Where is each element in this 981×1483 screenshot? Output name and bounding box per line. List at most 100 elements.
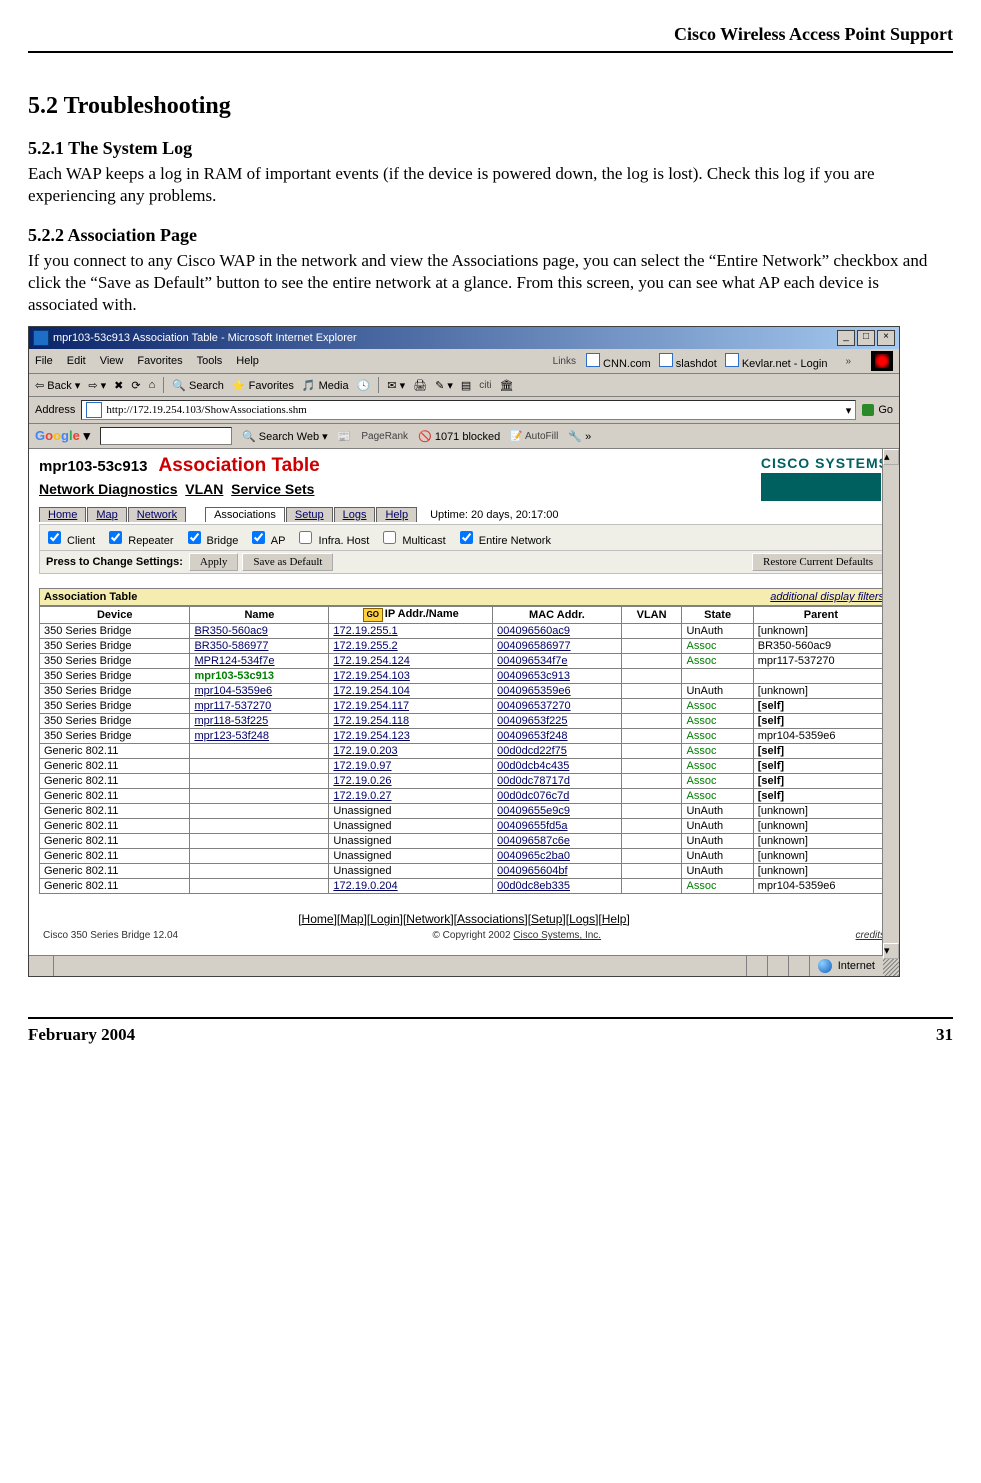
vertical-scrollbar[interactable]: ▴ ▾ — [882, 449, 899, 955]
tab-setup[interactable]: Setup — [286, 507, 333, 522]
tab-home[interactable]: Home — [39, 507, 86, 522]
close-button[interactable]: × — [877, 330, 895, 346]
google-search-input[interactable] — [100, 427, 232, 445]
forward-button[interactable]: ⇨ ▾ — [88, 379, 106, 392]
search-button[interactable]: 🔍 Search — [172, 379, 224, 392]
go-button[interactable]: Go — [862, 404, 893, 416]
check-entirenetwork[interactable]: Entire Network — [456, 535, 551, 547]
internet-zone-label: Internet — [838, 960, 875, 972]
apply-button[interactable]: Apply — [189, 553, 239, 571]
footer-link[interactable]: Home — [302, 912, 334, 926]
google-options[interactable]: 🔧 » — [568, 430, 591, 443]
check-infrahost[interactable]: Infra. Host — [295, 535, 369, 547]
subnav-ssets[interactable]: Service Sets — [231, 481, 314, 497]
address-bar: Address ▾ Go — [29, 397, 899, 424]
menu-favorites[interactable]: Favorites — [137, 355, 182, 367]
links-more[interactable]: » — [845, 356, 851, 367]
footer-links: [Home][Map][Login][Network][Associations… — [39, 912, 889, 926]
table-row: Generic 802.11172.19.0.2600d0dc78717dAss… — [40, 774, 889, 789]
media-button[interactable]: 🎵 Media — [302, 379, 349, 392]
links-item[interactable]: Kevlar.net - Login — [725, 358, 828, 370]
table-row: Generic 802.11Unassigned0040965c2ba0UnAu… — [40, 849, 889, 864]
tab-network[interactable]: Network — [128, 507, 186, 522]
page-content: ▴ ▾ mpr103-53c913 Association Table Netw… — [29, 449, 899, 955]
check-client[interactable]: Client — [44, 535, 95, 547]
table-row: Generic 802.11Unassigned00409655e9c9UnAu… — [40, 804, 889, 819]
history-button[interactable]: 🕓 — [357, 379, 371, 392]
col-header: Device — [40, 607, 190, 624]
print-button[interactable]: 🖨 — [413, 379, 427, 392]
filter-checkboxes: Client Repeater Bridge AP Infra. Host Mu… — [39, 524, 889, 551]
table-row: Generic 802.11Unassigned00409655fd5aUnAu… — [40, 819, 889, 834]
autofill-button[interactable]: 📝 AutoFill — [510, 431, 558, 442]
check-multicast[interactable]: Multicast — [379, 535, 445, 547]
menu-tools[interactable]: Tools — [197, 355, 223, 367]
links-item[interactable]: CNN.com — [586, 358, 651, 370]
tab-associations[interactable]: Associations — [205, 507, 285, 522]
tab-logs[interactable]: Logs — [334, 507, 376, 522]
credits-link[interactable]: credits — [856, 930, 885, 941]
subnav-vlan[interactable]: VLAN — [185, 481, 223, 497]
internet-zone-icon — [818, 959, 832, 973]
minimize-button[interactable]: _ — [837, 330, 855, 346]
subnav[interactable]: Network Diagnostics VLAN Service Sets — [39, 481, 320, 497]
address-dropdown[interactable]: ▾ — [846, 404, 852, 417]
favorites-button[interactable]: ⭐ Favorites — [232, 379, 294, 392]
address-input[interactable] — [106, 403, 845, 417]
check-repeater[interactable]: Repeater — [105, 535, 173, 547]
subnav-netdiag[interactable]: Network Diagnostics — [39, 481, 177, 497]
footer-link[interactable]: Network — [406, 912, 450, 926]
footer-link[interactable]: Help — [602, 912, 627, 926]
save-default-button[interactable]: Save as Default — [242, 553, 333, 571]
copyright: © Copyright 2002 Cisco Systems, Inc. — [433, 930, 602, 941]
citi-icon[interactable]: citi — [479, 380, 491, 391]
section-heading: 5.2 Troubleshooting — [28, 93, 953, 120]
footer-link[interactable]: Logs — [569, 912, 595, 926]
link-icon — [586, 353, 600, 367]
footer-link[interactable]: Associations — [457, 912, 524, 926]
tab-map[interactable]: Map — [87, 507, 126, 522]
edit-button[interactable]: ✎ ▾ — [435, 379, 453, 392]
menubar: FileEditViewFavoritesToolsHelp Links CNN… — [29, 349, 899, 374]
menu-view[interactable]: View — [100, 355, 124, 367]
maximize-button[interactable]: □ — [857, 330, 875, 346]
links-item[interactable]: slashdot — [659, 358, 717, 370]
check-bridge[interactable]: Bridge — [184, 535, 239, 547]
table-row: Generic 802.11Unassigned004096587c6eUnAu… — [40, 834, 889, 849]
mail-button[interactable]: ✉ ▾ — [387, 379, 405, 392]
blocked-button[interactable]: 🚫 1071 blocked — [418, 430, 500, 443]
resize-grip[interactable] — [883, 956, 899, 976]
association-table-wrap: Association Table additional display fil… — [39, 588, 889, 894]
footer-link[interactable]: Setup — [531, 912, 562, 926]
google-search-button[interactable]: 🔍 Search Web ▾ — [242, 430, 328, 443]
footer-link[interactable]: Login — [370, 912, 399, 926]
footer-link[interactable]: Map — [340, 912, 363, 926]
stop-button[interactable]: ✖ — [114, 379, 123, 392]
menu-edit[interactable]: Edit — [67, 355, 86, 367]
subsection-heading-1: 5.2.1 The System Log — [28, 138, 953, 159]
tab-help[interactable]: Help — [376, 507, 417, 522]
menu-help[interactable]: Help — [236, 355, 259, 367]
extra-icon[interactable]: 🏛 — [500, 379, 514, 392]
home-button[interactable]: ⌂ — [149, 379, 156, 391]
additional-filters-link[interactable]: additional display filters — [770, 591, 884, 603]
col-header: VLAN — [621, 607, 682, 624]
check-ap[interactable]: AP — [248, 535, 285, 547]
browser-window: mpr103-53c913 Association Table - Micros… — [28, 326, 900, 977]
menu-file[interactable]: File — [35, 355, 53, 367]
refresh-button[interactable]: ⟳ — [131, 379, 140, 392]
google-toolbar: Google ▾ 🔍 Search Web ▾ 📰 PageRank 🚫 107… — [29, 424, 899, 449]
uptime: Uptime: 20 days, 20:17:00 — [430, 509, 558, 521]
google-news-button[interactable]: 📰 — [338, 430, 352, 443]
table-row: Generic 802.11172.19.0.20400d0dc8eb335As… — [40, 879, 889, 894]
google-logo[interactable]: Google ▾ — [35, 428, 90, 444]
table-row: 350 Series BridgeBR350-586977172.19.255.… — [40, 639, 889, 654]
window-title: mpr103-53c913 Association Table - Micros… — [53, 332, 357, 344]
scroll-up-button[interactable]: ▴ — [883, 449, 899, 465]
page-icon — [86, 402, 102, 418]
back-button[interactable]: ⇦ Back ▾ — [35, 379, 80, 392]
restore-defaults-button[interactable]: Restore Current Defaults — [752, 553, 884, 571]
address-label: Address — [35, 404, 75, 416]
discuss-button[interactable]: ▤ — [461, 379, 471, 392]
scroll-down-button[interactable]: ▾ — [883, 943, 899, 959]
